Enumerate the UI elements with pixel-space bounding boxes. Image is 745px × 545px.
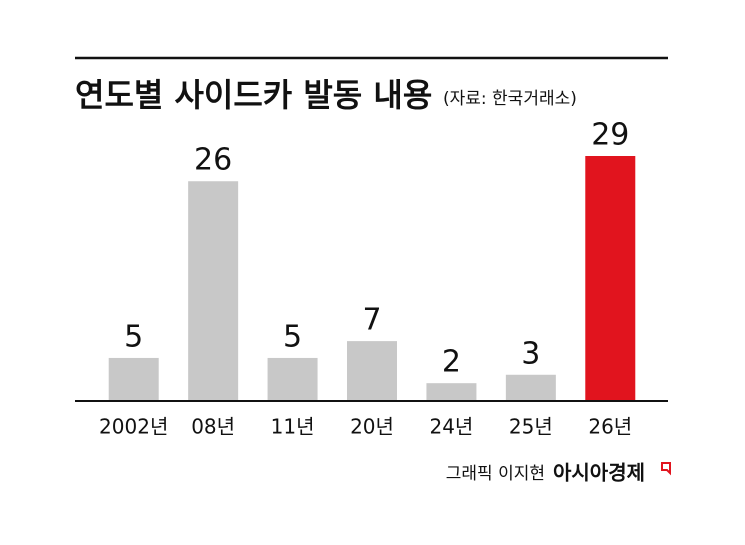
bar <box>108 357 159 400</box>
bar <box>426 383 477 400</box>
x-tick-label: 24년 <box>429 415 473 439</box>
x-tick-label: 11년 <box>271 415 315 439</box>
bar <box>505 374 556 400</box>
credit: 그래픽 이지현 <box>446 464 545 484</box>
x-tick-label: 08년 <box>191 415 235 439</box>
value-label: 5 <box>124 319 143 354</box>
x-tick-label: 2002년 <box>99 415 168 439</box>
bar <box>585 156 636 400</box>
value-label: 3 <box>521 336 540 371</box>
value-label: 26 <box>194 143 232 178</box>
bar <box>267 357 318 400</box>
value-label: 2 <box>442 345 461 380</box>
bar <box>188 181 239 400</box>
value-label: 29 <box>591 118 629 153</box>
bar <box>347 341 397 400</box>
chart-title: 연도별 사이드카 발동 내용 <box>75 76 432 114</box>
chart-subtitle: (자료: 한국거래소) <box>443 89 577 109</box>
x-tick-label: 25년 <box>509 415 553 439</box>
value-label: 5 <box>283 319 302 354</box>
x-tick-label: 26년 <box>588 415 632 439</box>
value-label: 7 <box>362 303 381 338</box>
publisher: 아시아경제 <box>553 461 645 485</box>
publisher-icon <box>661 462 671 476</box>
x-tick-label: 20년 <box>350 415 394 439</box>
